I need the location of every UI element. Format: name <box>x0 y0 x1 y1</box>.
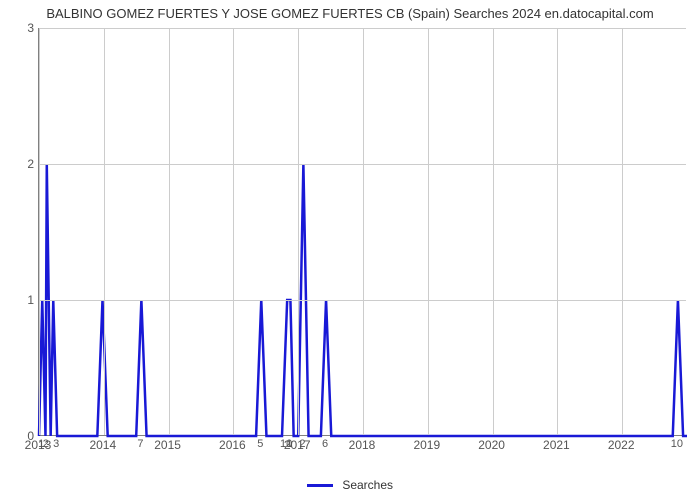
xtick-label: 2020 <box>478 438 505 452</box>
ytick-label: 2 <box>4 157 34 171</box>
legend-swatch <box>307 484 333 487</box>
data-point-label: 5 <box>257 438 263 450</box>
gridline-v <box>104 28 105 435</box>
xtick-label: 2014 <box>89 438 116 452</box>
gridline-v <box>233 28 234 435</box>
ytick-label: 1 <box>4 293 34 307</box>
gridline-v <box>493 28 494 435</box>
gridline-v <box>428 28 429 435</box>
legend-label: Searches <box>342 478 393 492</box>
gridline-v <box>39 28 40 435</box>
xtick-label: 2018 <box>349 438 376 452</box>
gridline-v <box>363 28 364 435</box>
plot-area <box>38 28 686 436</box>
data-point-label: 6 <box>322 438 328 450</box>
ytick-label: 3 <box>4 21 34 35</box>
gridline-v <box>557 28 558 435</box>
data-point-label: 10 <box>671 438 683 450</box>
gridline-v <box>622 28 623 435</box>
legend: Searches <box>0 478 700 492</box>
data-point-label: 3 <box>53 438 59 450</box>
chart-container: BALBINO GOMEZ FUERTES Y JOSE GOMEZ FUERT… <box>0 0 700 500</box>
xtick-label: 2021 <box>543 438 570 452</box>
chart-title: BALBINO GOMEZ FUERTES Y JOSE GOMEZ FUERT… <box>0 6 700 21</box>
data-point-label: 2 <box>299 438 305 450</box>
gridline-v <box>169 28 170 435</box>
data-point-label: 2 <box>43 438 49 450</box>
xtick-label: 2016 <box>219 438 246 452</box>
xtick-label: 2015 <box>154 438 181 452</box>
xtick-label: 2022 <box>608 438 635 452</box>
xtick-label: 2019 <box>413 438 440 452</box>
gridline-v <box>298 28 299 435</box>
data-point-label: 7 <box>137 438 143 450</box>
data-point-label: 1 <box>286 438 292 450</box>
